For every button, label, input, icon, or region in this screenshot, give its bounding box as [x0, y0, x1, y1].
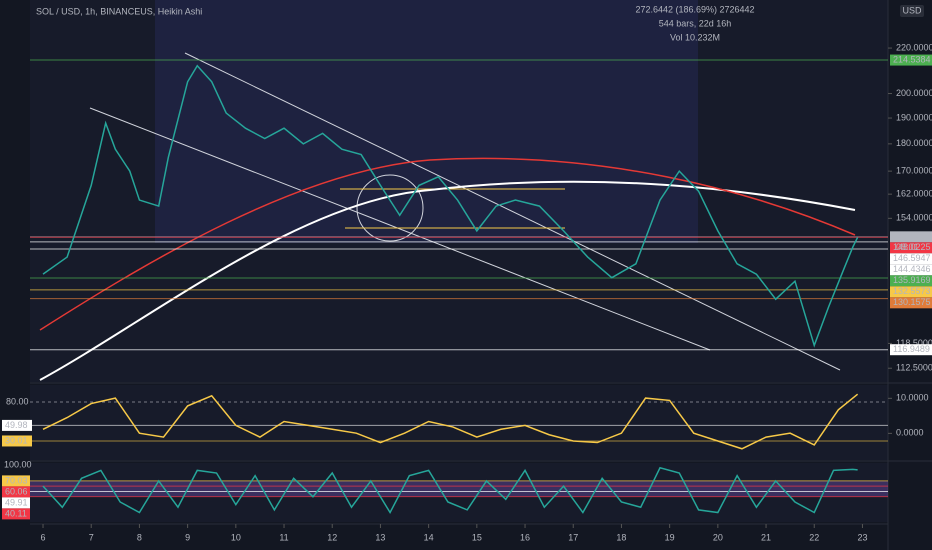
level-label: 132.5573 [893, 286, 931, 296]
level-label: 135.9169 [893, 275, 931, 285]
level-badge [890, 344, 932, 356]
overbought-band [30, 480, 888, 497]
y-tick-label: 118.5000 [896, 338, 932, 348]
x-tick-label: 21 [761, 532, 771, 542]
x-tick-label: 9 [185, 532, 190, 542]
x-tick-label: 17 [568, 532, 578, 542]
level-label: 130.1575 [893, 297, 931, 307]
level-label: 49.98 [5, 420, 28, 430]
x-tick-label: 8 [137, 532, 142, 542]
level-badge [890, 286, 932, 298]
level-badge [890, 253, 932, 265]
x-tick-label: 16 [520, 532, 530, 542]
level-badge [2, 435, 32, 447]
level-label: 148.0225 [893, 242, 931, 252]
x-tick-label: 23 [857, 532, 867, 542]
level-badge [2, 508, 30, 520]
osc1-pane [30, 385, 888, 460]
countdown: 08:01 [896, 242, 919, 252]
level-label: 144.4346 [893, 264, 931, 274]
level-badge [2, 475, 30, 487]
level-badge [890, 54, 932, 66]
x-tick-label: 10 [231, 532, 241, 542]
y-tick-label: 80.00 [6, 396, 29, 406]
y-tick-label: 112.5000 [896, 363, 932, 373]
trendline [184, 52, 841, 371]
level-badge [2, 419, 32, 431]
level-label: 60.06 [5, 486, 28, 496]
measure-line: Vol 10.232M [670, 32, 720, 42]
x-tick-label: 15 [472, 532, 482, 542]
y-tick-label: 200.0000 [896, 88, 932, 98]
y-tick-label: 190.0000 [896, 112, 932, 122]
y-tick-label: 170.0000 [896, 166, 932, 176]
x-tick-label: 12 [327, 532, 337, 542]
measure-line: 272.6442 (186.69%) 2726442 [635, 4, 754, 14]
moving-average [39, 180, 856, 381]
x-tick-label: 14 [424, 532, 434, 542]
y-tick-label: 0.0000 [896, 428, 924, 438]
level-label: 30.01 [5, 435, 28, 445]
y-tick-label: 100.00 [4, 459, 32, 469]
level-label: 148.1463 [893, 231, 931, 241]
level-badge [890, 264, 932, 276]
currency-button[interactable] [900, 5, 924, 17]
measure-box [155, 0, 698, 243]
x-tick-label: 22 [809, 532, 819, 542]
y-tick-label: 154.0000 [896, 213, 932, 223]
y-tick-label: 162.0000 [896, 189, 932, 199]
y-tick-label: 10.0000 [896, 393, 929, 403]
drawings [39, 52, 856, 381]
x-tick-label: 6 [41, 532, 46, 542]
circle-drawing [356, 174, 424, 242]
level-label: 214.5384 [893, 54, 931, 64]
x-tick-label: 18 [616, 532, 626, 542]
level-badge [890, 231, 932, 243]
x-tick-label: 20 [713, 532, 723, 542]
level-badge [2, 486, 30, 498]
measure-line: 544 bars, 22d 16h [659, 18, 732, 28]
x-tick-label: 11 [279, 532, 288, 542]
level-badge [890, 242, 932, 254]
level-badge [890, 297, 932, 309]
series-line [42, 64, 859, 348]
level-label: 116.9489 [893, 344, 930, 354]
series-line [42, 466, 858, 515]
y-tick-label: 220.0000 [896, 42, 932, 52]
trendline [89, 107, 711, 351]
x-tick-label: 7 [89, 532, 94, 542]
series-line [42, 393, 859, 450]
symbol-title: SOL / USD, 1h, BINANCEUS, Heikin Ashi [36, 6, 202, 16]
currency-label[interactable]: USD [902, 5, 922, 15]
level-label: 146.5947 [893, 253, 931, 263]
level-label: 49.91 [5, 497, 28, 507]
moving-average [39, 157, 856, 331]
level-badge [890, 275, 932, 287]
level-label: 70.03 [5, 475, 28, 485]
y-tick-label: 180.0000 [896, 138, 932, 148]
x-tick-label: 19 [665, 532, 675, 542]
level-label: 40.11 [5, 508, 27, 518]
x-tick-label: 13 [375, 532, 385, 542]
level-badge [2, 497, 30, 509]
osc2-pane [30, 463, 888, 522]
